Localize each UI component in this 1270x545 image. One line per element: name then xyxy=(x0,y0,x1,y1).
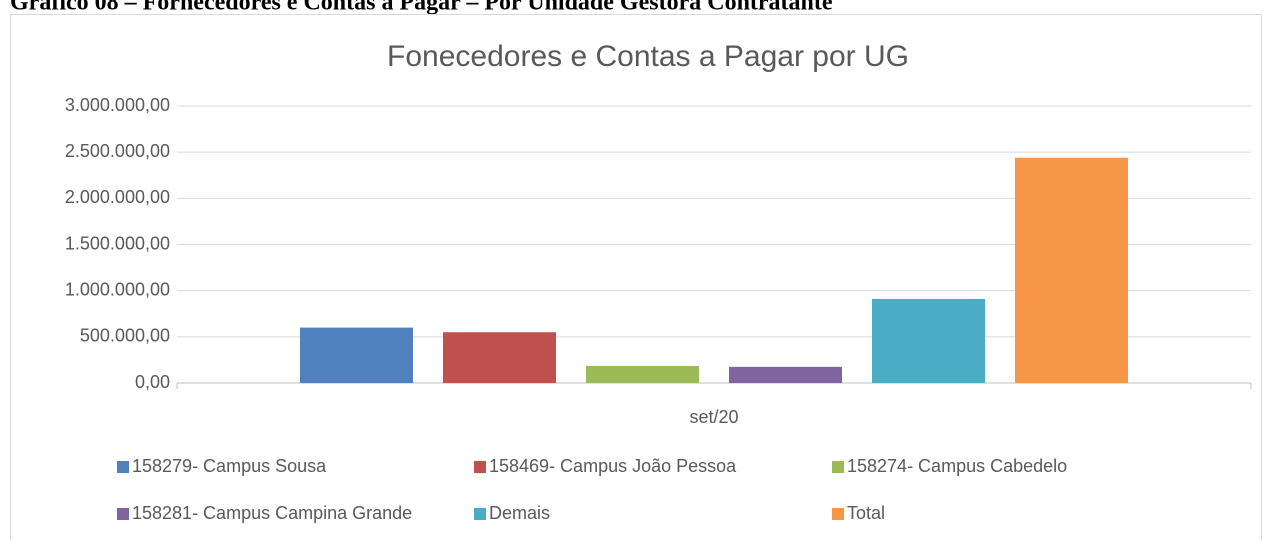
legend-label: 158281- Campus Campina Grande xyxy=(132,503,412,523)
x-tick-label: set/20 xyxy=(689,407,738,427)
legend-label: Demais xyxy=(489,503,550,523)
legend-swatch xyxy=(474,508,486,520)
legend-label: 158469- Campus João Pessoa xyxy=(489,456,737,476)
legend-swatch xyxy=(117,461,129,473)
legend-label: Total xyxy=(847,503,885,523)
legend-swatch xyxy=(117,508,129,520)
bar xyxy=(443,332,556,383)
legend-label: 158274- Campus Cabedelo xyxy=(847,456,1067,476)
legend-swatch xyxy=(832,508,844,520)
y-tick-label: 2.000.000,00 xyxy=(65,187,170,207)
chart-title: Fonecedores e Contas a Pagar por UG xyxy=(387,40,909,73)
bar xyxy=(586,365,699,383)
bar xyxy=(300,327,413,383)
y-tick-label: 500.000,00 xyxy=(80,326,170,346)
bar xyxy=(729,366,842,383)
caption: Gráfico 08 – Fornecedores e Contas a Pag… xyxy=(10,0,833,16)
legend-swatch xyxy=(832,461,844,473)
y-tick-label: 3.000.000,00 xyxy=(65,95,170,115)
y-tick-label: 0,00 xyxy=(135,372,170,392)
legend-swatch xyxy=(474,461,486,473)
bar xyxy=(872,298,985,383)
y-tick-label: 1.500.000,00 xyxy=(65,233,170,253)
y-tick-label: 2.500.000,00 xyxy=(65,141,170,161)
bar xyxy=(1015,157,1128,383)
legend-label: 158279- Campus Sousa xyxy=(132,456,327,476)
y-tick-label: 1.000.000,00 xyxy=(65,279,170,299)
